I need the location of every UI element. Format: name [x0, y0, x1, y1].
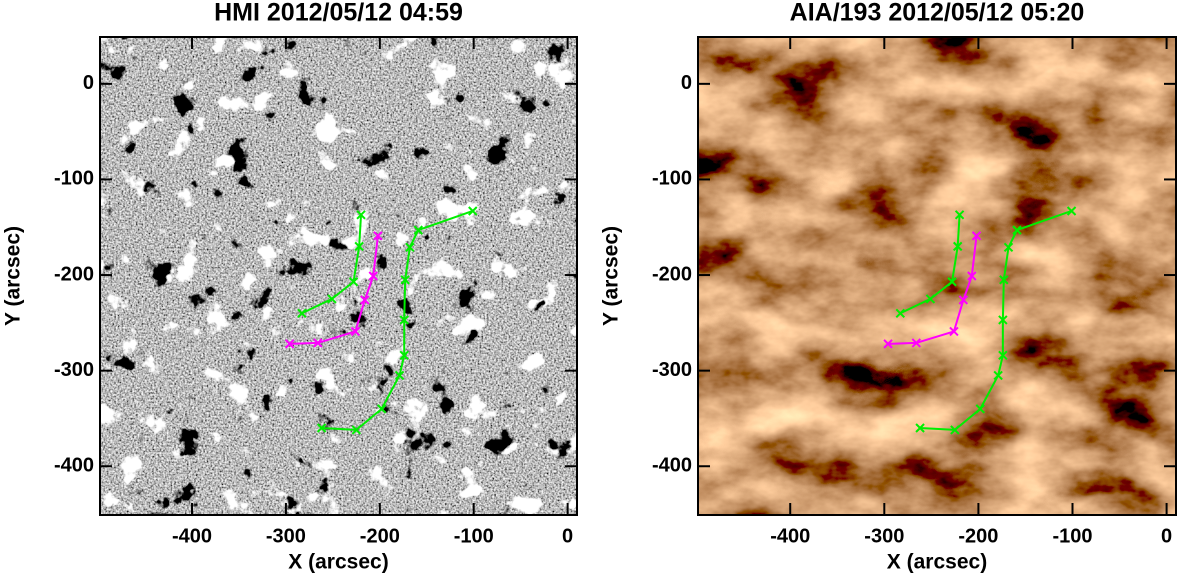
cross-marker [998, 315, 1008, 325]
chart-title: AIA/193 2012/05/12 05:20 [790, 0, 1085, 27]
y-tick-label: -400 [652, 455, 692, 477]
cross-marker [413, 225, 424, 235]
cross-marker [354, 241, 364, 252]
cross-marker [368, 271, 378, 281]
cross-marker [360, 295, 370, 305]
cross-marker [954, 210, 965, 220]
cross-marker [351, 425, 362, 435]
x-tick-label: -100 [1052, 525, 1092, 547]
cross-marker [998, 350, 1008, 361]
cross-marker [468, 206, 478, 216]
x-tick-label: -200 [958, 525, 998, 547]
cross-marker [327, 294, 337, 304]
cross-marker [284, 339, 295, 349]
cross-marker [297, 308, 307, 318]
overlay-line [888, 235, 978, 345]
cross-marker [952, 241, 963, 252]
cross-marker [915, 423, 925, 433]
image-background [698, 37, 1176, 515]
y-tick-label: -200 [652, 263, 692, 285]
cross-marker [958, 295, 969, 305]
cross-marker [348, 277, 359, 287]
cross-marker [993, 370, 1003, 381]
cross-marker [950, 425, 960, 435]
panel: -400 -300 -200 -100 0 -400 -300 -200 -100 0 AIA/19… [600, 0, 1177, 574]
image-background [100, 37, 577, 515]
x-tick-label: -300 [266, 525, 306, 547]
y-tick-label: -300 [54, 359, 94, 381]
x-tick-label: -200 [360, 525, 400, 547]
cross-marker [971, 231, 982, 241]
overlay-line [321, 210, 474, 431]
x-tick-label: -400 [172, 525, 212, 547]
cross-marker [400, 275, 410, 285]
cross-marker [883, 339, 893, 349]
y-tick-label: -100 [652, 168, 692, 190]
cross-marker [316, 423, 327, 433]
cross-marker [1003, 242, 1014, 253]
x-tick-label: -400 [770, 525, 810, 547]
cross-marker [394, 370, 405, 381]
cross-marker [999, 275, 1009, 285]
x-tick-label: 0 [1161, 525, 1172, 547]
x-tick-label: 0 [562, 525, 573, 547]
overlay-line [289, 235, 379, 345]
cross-marker [895, 308, 906, 318]
y-tick-label: 0 [83, 72, 94, 94]
y-tick-label: -400 [54, 455, 94, 477]
cross-marker [925, 294, 936, 304]
cross-marker [399, 315, 409, 325]
cross-marker [975, 404, 985, 414]
cross-marker [405, 242, 415, 253]
cross-marker [1066, 206, 1077, 216]
cross-marker [373, 231, 383, 241]
cross-marker [313, 338, 323, 348]
y-axis-label: Y (arcsec) [2, 226, 25, 326]
cross-marker [949, 326, 959, 337]
y-tick-label: 0 [681, 72, 692, 94]
x-axis-label: X (arcsec) [288, 551, 388, 574]
y-tick-label: -100 [54, 168, 94, 190]
y-tick-label: -200 [54, 263, 94, 285]
overlay-line [920, 210, 1072, 431]
cross-marker [399, 350, 409, 361]
cross-marker [911, 338, 922, 348]
x-tick-label: -100 [454, 525, 494, 547]
cross-marker [376, 404, 387, 414]
cross-marker [947, 277, 957, 287]
cross-marker [350, 326, 361, 337]
x-tick-label: -300 [864, 525, 904, 547]
panel: -400 -300 -200 -100 0 -400 -300 -200 -100 0 HMI 20… [2, 0, 578, 574]
y-axis-label: Y (arcsec) [600, 226, 623, 326]
cross-marker [356, 210, 366, 220]
x-axis-label: X (arcsec) [887, 551, 987, 574]
cross-marker [967, 271, 977, 281]
cross-marker [1012, 225, 1022, 235]
chart-title: HMI 2012/05/12 04:59 [214, 0, 463, 27]
y-tick-label: -300 [652, 359, 692, 381]
